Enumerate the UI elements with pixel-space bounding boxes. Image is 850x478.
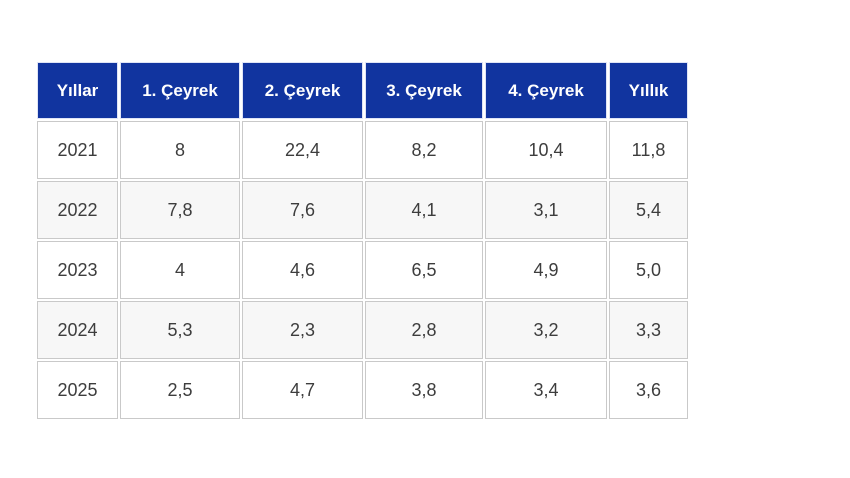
value-cell: 3,2	[485, 301, 607, 359]
table-header-row: Yıllar 1. Çeyrek 2. Çeyrek 3. Çeyrek 4. …	[37, 62, 688, 119]
column-header-annual: Yıllık	[609, 62, 688, 119]
value-cell: 5,4	[609, 181, 688, 239]
value-cell: 3,1	[485, 181, 607, 239]
value-cell: 2,3	[242, 301, 363, 359]
table-row: 2023 4 4,6 6,5 4,9 5,0	[37, 241, 688, 299]
value-cell: 5,0	[609, 241, 688, 299]
value-cell: 22,4	[242, 121, 363, 179]
value-cell: 8	[120, 121, 240, 179]
value-cell: 7,6	[242, 181, 363, 239]
column-header-years: Yıllar	[37, 62, 118, 119]
value-cell: 6,5	[365, 241, 483, 299]
table-row: 2022 7,8 7,6 4,1 3,1 5,4	[37, 181, 688, 239]
column-header-quarter-3: 3. Çeyrek	[365, 62, 483, 119]
year-cell: 2024	[37, 301, 118, 359]
year-cell: 2025	[37, 361, 118, 419]
quarterly-values-table: Yıllar 1. Çeyrek 2. Çeyrek 3. Çeyrek 4. …	[35, 60, 690, 421]
value-cell: 4,7	[242, 361, 363, 419]
value-cell: 4,6	[242, 241, 363, 299]
value-cell: 4,1	[365, 181, 483, 239]
year-cell: 2023	[37, 241, 118, 299]
table-row: 2025 2,5 4,7 3,8 3,4 3,6	[37, 361, 688, 419]
table-row: 2021 8 22,4 8,2 10,4 11,8	[37, 121, 688, 179]
year-cell: 2021	[37, 121, 118, 179]
value-cell: 4,9	[485, 241, 607, 299]
value-cell: 11,8	[609, 121, 688, 179]
value-cell: 5,3	[120, 301, 240, 359]
column-header-quarter-4: 4. Çeyrek	[485, 62, 607, 119]
value-cell: 3,8	[365, 361, 483, 419]
value-cell: 2,8	[365, 301, 483, 359]
value-cell: 10,4	[485, 121, 607, 179]
value-cell: 3,3	[609, 301, 688, 359]
value-cell: 7,8	[120, 181, 240, 239]
column-header-quarter-2: 2. Çeyrek	[242, 62, 363, 119]
year-cell: 2022	[37, 181, 118, 239]
column-header-quarter-1: 1. Çeyrek	[120, 62, 240, 119]
value-cell: 3,4	[485, 361, 607, 419]
value-cell: 8,2	[365, 121, 483, 179]
value-cell: 2,5	[120, 361, 240, 419]
value-cell: 3,6	[609, 361, 688, 419]
table-row: 2024 5,3 2,3 2,8 3,2 3,3	[37, 301, 688, 359]
value-cell: 4	[120, 241, 240, 299]
